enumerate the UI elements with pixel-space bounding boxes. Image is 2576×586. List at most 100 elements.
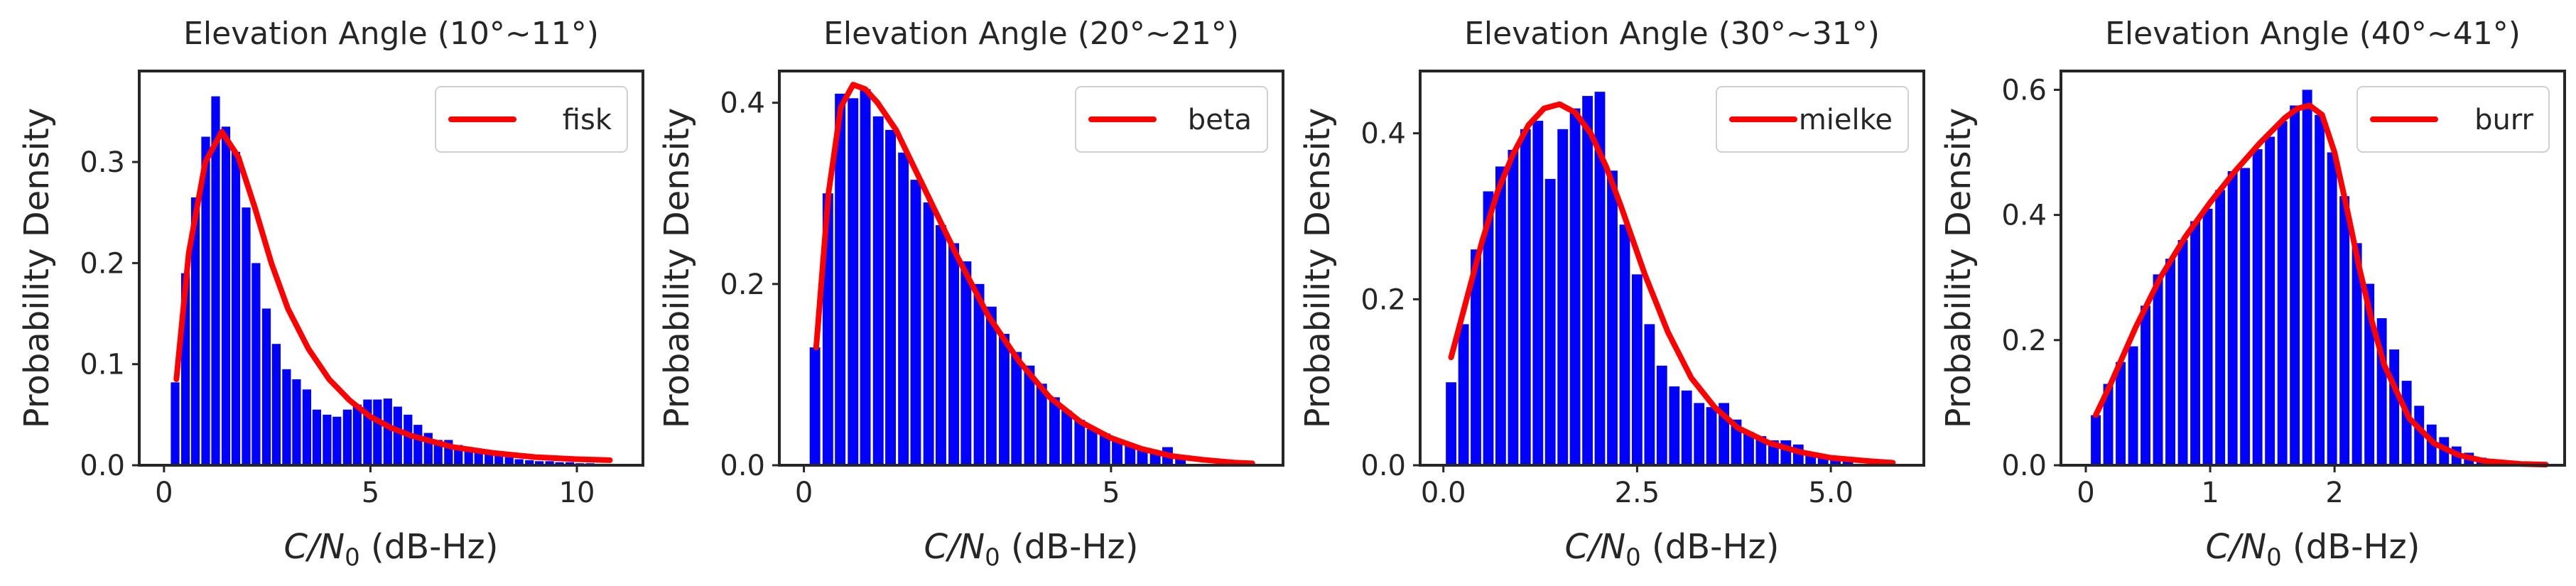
histogram-bar (2103, 384, 2114, 465)
x-axis-label: C/N0 (dB-Hz) (924, 527, 1139, 572)
histogram-bar (535, 461, 544, 465)
histogram-bar (2141, 305, 2150, 465)
histogram-bar (1024, 365, 1035, 465)
histogram-bar (936, 224, 946, 465)
histogram-bar (494, 455, 504, 465)
histogram-bar (999, 334, 1010, 465)
histogram-bar (1125, 445, 1136, 465)
y-axis-label: Probability Density (17, 108, 57, 428)
histogram-bar (960, 261, 972, 465)
histogram-bar (393, 406, 402, 465)
histogram-bar (848, 98, 859, 466)
histogram-bar (352, 404, 362, 465)
y-tick-label: 0.4 (1360, 118, 1406, 151)
histogram-bar (190, 197, 200, 465)
histogram-bar (1544, 178, 1556, 465)
chart-panel-2: Elevation Angle (20°~21°) 0 5 0.0 0.2 0.4 C/N0… (657, 16, 1284, 572)
histogram-bar (2290, 105, 2300, 465)
histogram-bar (1607, 170, 1618, 465)
histogram-bar (835, 93, 846, 465)
y-tick-label: 0.0 (1360, 450, 1406, 482)
histogram-bar (809, 347, 821, 465)
y-tick-label: 0.4 (720, 87, 765, 120)
y-tick-label: 0.2 (80, 247, 125, 280)
y-tick-label: 0.3 (80, 146, 125, 179)
histogram-bar (1656, 365, 1667, 465)
histogram-bar (1669, 386, 1680, 465)
histogram-bar (383, 398, 392, 465)
histogram-bar (1743, 432, 1754, 465)
histogram-bar (404, 414, 413, 465)
histogram-bar (545, 461, 554, 465)
chart-title: Elevation Angle (10°~11°) (183, 16, 599, 52)
histogram-bar (302, 389, 311, 465)
y-axis-label: Probability Density (657, 108, 697, 428)
histogram-bar (2414, 406, 2425, 465)
histogram-bar (1458, 324, 1469, 465)
histogram-bar (251, 263, 261, 465)
chart-panel-3: Elevation Angle (30°~31°) 0.0 2.5 5.0 0.0 0.2… (1298, 16, 1925, 572)
histogram-bar (1817, 457, 1829, 465)
legend-box (2356, 86, 2550, 153)
histogram-bar (282, 369, 291, 465)
histogram-bar (872, 116, 884, 466)
histogram-bar (271, 344, 281, 465)
x-tick-label: 0.0 (1421, 477, 1466, 509)
x-tick-label: 5 (1102, 477, 1120, 509)
histogram-bar (514, 459, 524, 465)
histogram-bar (910, 180, 921, 465)
chart-title: Elevation Angle (20°~21°) (823, 16, 1239, 52)
histogram-bar (2215, 190, 2226, 465)
histogram-bar (1569, 108, 1581, 465)
histogram-bar (2252, 149, 2263, 465)
histogram-bar (2277, 121, 2288, 465)
histogram-bar (1557, 129, 1569, 466)
legend-label: burr (2474, 104, 2533, 136)
histogram-bar (2339, 196, 2350, 465)
histogram-bar (1582, 96, 1593, 466)
y-axis-label: Probability Density (1298, 108, 1338, 428)
histogram-bar (485, 452, 494, 465)
histogram-bar (171, 382, 180, 465)
histogram-bar (885, 129, 896, 465)
legend-box (1716, 86, 1909, 153)
y-tick-label: 0.6 (2001, 74, 2047, 107)
legend-box (435, 86, 628, 153)
histogram-bar (973, 283, 985, 465)
legend-label: fisk (563, 104, 612, 136)
y-tick-label: 0.1 (80, 349, 125, 381)
histogram-bar (1471, 249, 1481, 465)
histogram-bar (242, 207, 251, 465)
histogram-bar (985, 306, 997, 465)
histogram-bar (2389, 349, 2400, 465)
histogram-bar (1137, 449, 1148, 465)
histogram-bar (2190, 221, 2200, 465)
histogram-bar (211, 96, 220, 466)
histogram-bar (1830, 457, 1841, 465)
x-tick-label: 0 (795, 477, 813, 509)
histogram-bar (231, 151, 241, 466)
y-tick-label: 0.0 (720, 450, 765, 482)
x-tick-label: 5.0 (1808, 477, 1853, 509)
histogram-bar (413, 425, 423, 465)
histogram-bar (2240, 168, 2251, 465)
histogram-bar (312, 409, 321, 465)
y-tick-label: 0.0 (2001, 450, 2047, 482)
histogram-bar (1644, 324, 1655, 465)
histogram-bar (1074, 420, 1086, 465)
histogram-bar (201, 136, 210, 465)
histogram-bar (1619, 224, 1630, 465)
histogram-bar (2116, 362, 2126, 465)
y-tick-label: 0.2 (1360, 283, 1406, 316)
histogram-bar (342, 409, 352, 465)
histogram-bar (1483, 191, 1494, 465)
histogram-bar (323, 414, 332, 465)
histogram-bar (2153, 274, 2163, 465)
x-tick-label: 0 (155, 477, 173, 509)
x-tick-label: 5 (362, 477, 379, 509)
histogram-bar (2227, 171, 2238, 465)
histogram-bar (1508, 150, 1519, 465)
fit-curve-burr (2093, 102, 2549, 468)
histogram-bar (1532, 121, 1544, 465)
